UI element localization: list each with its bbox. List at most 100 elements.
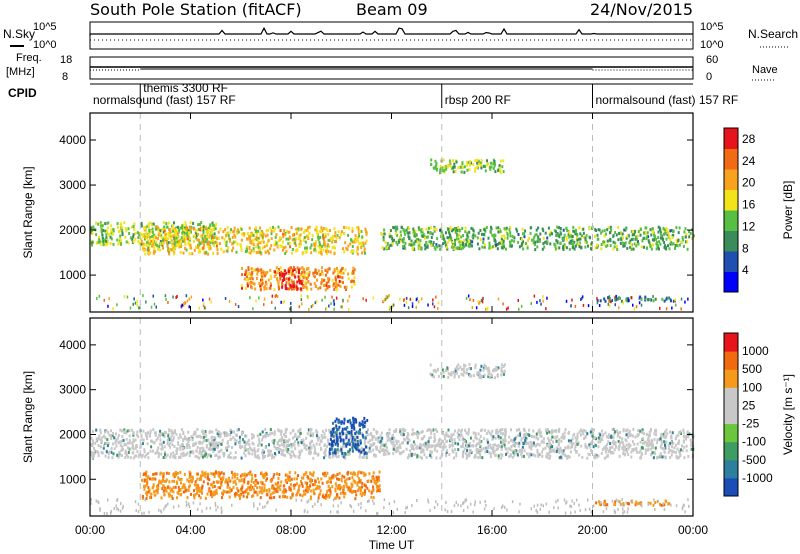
echo-cell xyxy=(356,474,359,478)
echo-cell xyxy=(180,477,183,481)
ground-scatter-cell xyxy=(596,301,599,305)
echo-cell xyxy=(463,165,466,169)
echo-cell xyxy=(564,453,567,457)
echo-cell xyxy=(324,435,327,439)
echo-cell xyxy=(227,490,230,494)
echo-cell xyxy=(205,250,208,254)
echo-cell xyxy=(261,453,264,457)
ground-scatter-cell xyxy=(475,306,478,310)
echo-cell xyxy=(112,242,115,246)
echo-cell xyxy=(314,240,317,243)
echo-cell xyxy=(199,450,202,454)
echo-cell xyxy=(165,222,168,225)
echo-cell xyxy=(140,237,143,241)
echo-cell xyxy=(236,433,239,437)
echo-cell xyxy=(380,232,383,235)
echo-cell xyxy=(310,495,312,499)
echo-cell xyxy=(370,479,373,483)
echo-cell xyxy=(246,232,249,236)
echo-cell xyxy=(312,456,315,460)
echo-cell xyxy=(309,444,312,448)
echo-cell xyxy=(332,282,335,286)
echo-cell xyxy=(474,434,477,438)
echo-cell xyxy=(232,230,235,234)
echo-cell xyxy=(197,228,200,231)
ground-scatter-cell xyxy=(129,306,132,310)
echo-cell xyxy=(239,243,242,247)
echo-cell xyxy=(255,245,257,249)
echo-cell xyxy=(356,236,359,240)
echo-cell xyxy=(212,445,215,449)
echo-cell xyxy=(483,245,486,249)
echo-cell xyxy=(587,244,589,248)
echo-cell xyxy=(482,233,485,237)
echo-cell xyxy=(509,234,512,238)
echo-cell xyxy=(383,443,386,447)
echo-cell xyxy=(112,432,114,436)
echo-cell xyxy=(173,221,175,225)
echo-cell xyxy=(459,434,462,438)
echo-cell xyxy=(319,492,322,496)
echo-cell xyxy=(402,429,405,432)
echo-cell xyxy=(623,244,626,248)
echo-cell xyxy=(614,441,617,444)
echo-cell xyxy=(280,270,283,274)
echo-cell xyxy=(196,446,199,449)
ground-scatter-cell xyxy=(465,296,468,300)
echo-cell xyxy=(226,226,229,230)
echo-cell xyxy=(284,439,287,443)
echo-cell xyxy=(559,227,562,230)
echo-cell xyxy=(399,430,402,434)
echo-cell xyxy=(562,434,565,438)
ground-scatter-cell xyxy=(478,301,480,305)
echo-cell xyxy=(224,241,227,245)
echo-cell xyxy=(681,236,684,239)
echo-cell xyxy=(665,297,668,301)
echo-cell xyxy=(422,448,425,452)
echo-cell xyxy=(458,240,461,244)
echo-cell xyxy=(300,271,303,275)
echo-cell xyxy=(583,428,585,432)
ground-scatter-cell xyxy=(610,300,612,304)
echo-cell xyxy=(251,494,253,498)
cpid-segment-label: normalsound (fast) 157 RF xyxy=(93,93,236,107)
echo-cell xyxy=(167,434,170,438)
echo-cell xyxy=(213,244,216,247)
echo-cell xyxy=(99,428,102,432)
echo-cell xyxy=(112,227,115,231)
ground-scatter-cell xyxy=(271,294,274,298)
echo-cell xyxy=(581,430,584,434)
echo-cell xyxy=(318,486,320,490)
echo-cell xyxy=(690,443,693,447)
echo-cell xyxy=(146,481,149,485)
echo-cell xyxy=(100,224,103,228)
echo-cell xyxy=(445,454,448,458)
echo-cell xyxy=(465,431,468,435)
ground-scatter-cell xyxy=(607,302,610,306)
echo-cell xyxy=(620,440,623,444)
echo-cell xyxy=(300,449,303,453)
echo-cell xyxy=(522,454,525,458)
echo-cell xyxy=(290,443,293,447)
ground-scatter-cell xyxy=(517,299,519,302)
echo-cell xyxy=(290,450,293,454)
echo-cell xyxy=(162,440,165,444)
echo-cell xyxy=(438,244,441,248)
echo-cell xyxy=(449,164,452,168)
echo-cell xyxy=(309,452,312,456)
ground-scatter-cell xyxy=(348,294,351,298)
echo-cell xyxy=(413,248,416,252)
echo-cell xyxy=(171,497,174,501)
echo-cell xyxy=(336,477,339,481)
echo-cell xyxy=(393,226,396,230)
echo-cell xyxy=(288,241,291,245)
echo-cell xyxy=(184,247,187,250)
echo-cell xyxy=(607,450,610,453)
echo-cell xyxy=(205,230,208,234)
echo-cell xyxy=(402,441,405,445)
echo-cell xyxy=(351,245,354,248)
echo-cell xyxy=(660,442,663,446)
echo-cell xyxy=(104,243,107,247)
echo-cell xyxy=(102,229,105,232)
echo-cell xyxy=(300,227,303,231)
